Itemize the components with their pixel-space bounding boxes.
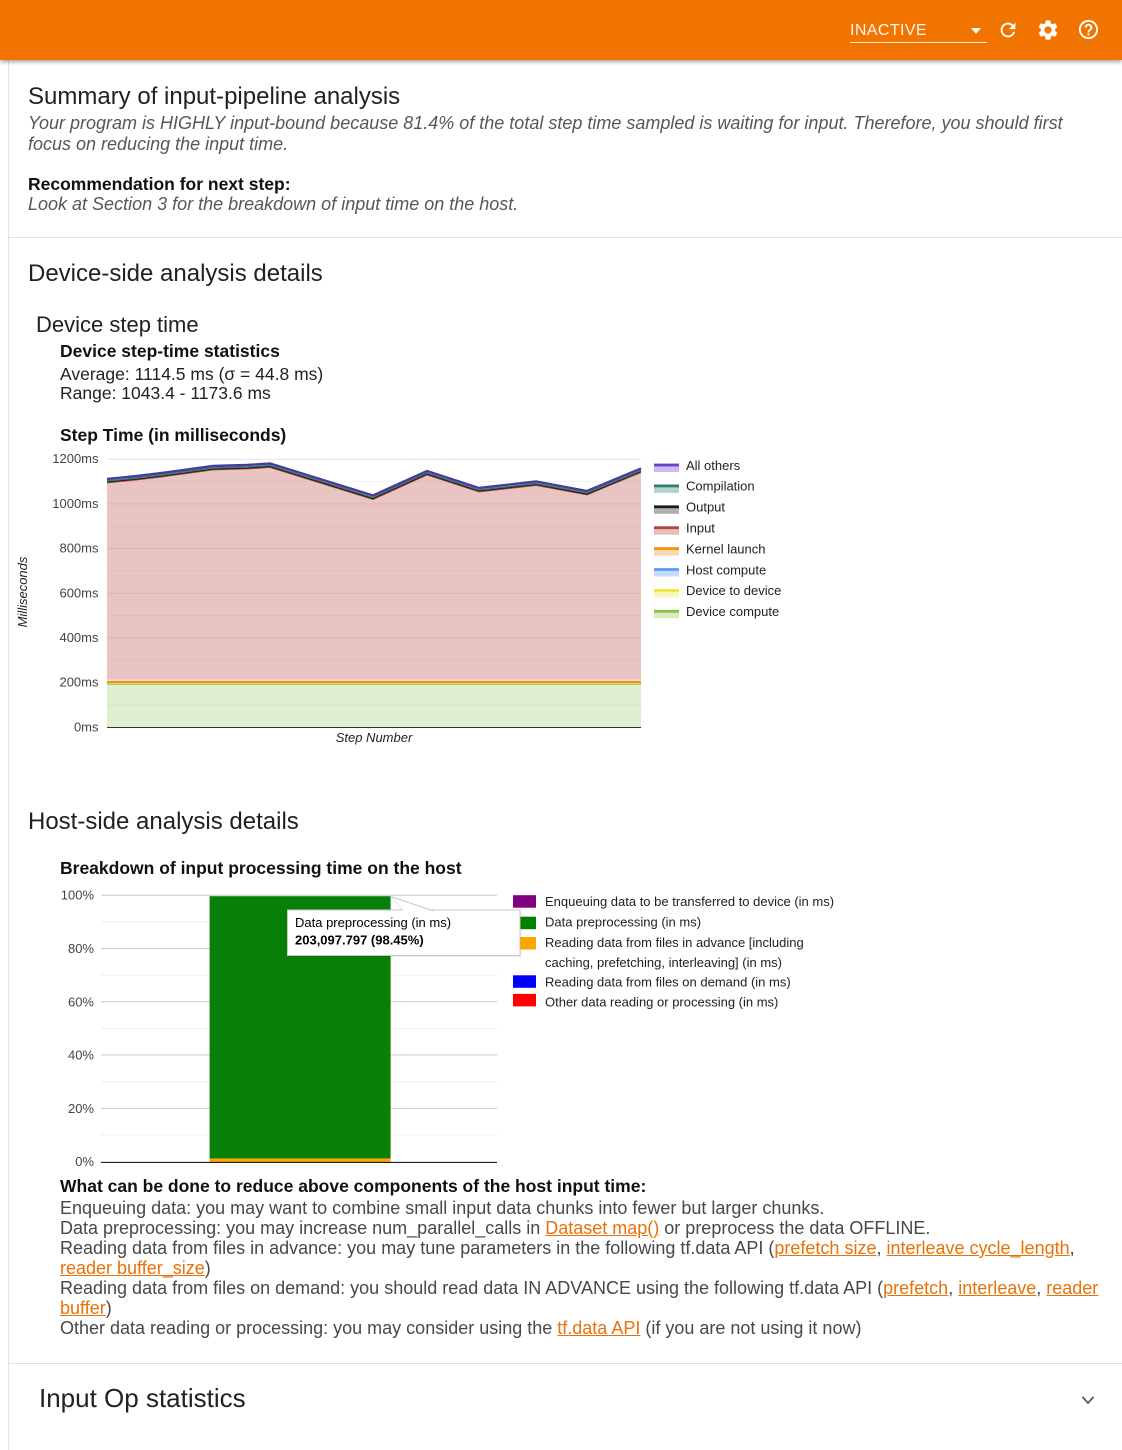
svg-text:All others: All others xyxy=(686,458,741,473)
svg-text:Enqueuing data to be transferr: Enqueuing data to be transferred to devi… xyxy=(545,894,834,909)
svg-text:0ms: 0ms xyxy=(74,719,99,734)
svg-text:200ms: 200ms xyxy=(59,675,99,690)
svg-text:60%: 60% xyxy=(68,994,94,1009)
svg-text:Host compute: Host compute xyxy=(686,562,766,577)
svg-text:Milliseconds: Milliseconds xyxy=(15,556,30,627)
svg-text:80%: 80% xyxy=(68,941,94,956)
svg-text:600ms: 600ms xyxy=(59,585,99,600)
svg-text:Device to device: Device to device xyxy=(686,583,781,598)
svg-text:100%: 100% xyxy=(61,888,95,903)
svg-text:20%: 20% xyxy=(68,1101,94,1116)
svg-text:Data preprocessing (in ms): Data preprocessing (in ms) xyxy=(295,915,451,930)
svg-text:Compilation: Compilation xyxy=(686,479,755,494)
svg-text:1000ms: 1000ms xyxy=(52,496,99,511)
svg-text:Data preprocessing (in ms): Data preprocessing (in ms) xyxy=(545,915,701,930)
svg-text:Input: Input xyxy=(686,521,715,536)
svg-text:400ms: 400ms xyxy=(59,630,99,645)
svg-text:Other data reading or processi: Other data reading or processing (in ms) xyxy=(545,994,778,1009)
svg-text:203,097.797 (98.45%): 203,097.797 (98.45%) xyxy=(295,933,424,948)
svg-text:Output: Output xyxy=(686,500,725,515)
svg-text:Reading data from files in adv: Reading data from files in advance [incl… xyxy=(545,935,804,950)
svg-text:1200ms: 1200ms xyxy=(52,451,99,466)
svg-text:Kernel launch: Kernel launch xyxy=(686,541,766,556)
svg-text:caching, prefetching, interlea: caching, prefetching, interleaving] (in … xyxy=(545,955,782,970)
svg-text:Reading data from files on dem: Reading data from files on demand (in ms… xyxy=(545,975,791,990)
svg-text:40%: 40% xyxy=(68,1048,94,1063)
svg-text:800ms: 800ms xyxy=(59,541,99,556)
svg-text:Step Number: Step Number xyxy=(336,730,413,745)
svg-text:0%: 0% xyxy=(75,1154,94,1169)
svg-text:Device compute: Device compute xyxy=(686,604,779,619)
